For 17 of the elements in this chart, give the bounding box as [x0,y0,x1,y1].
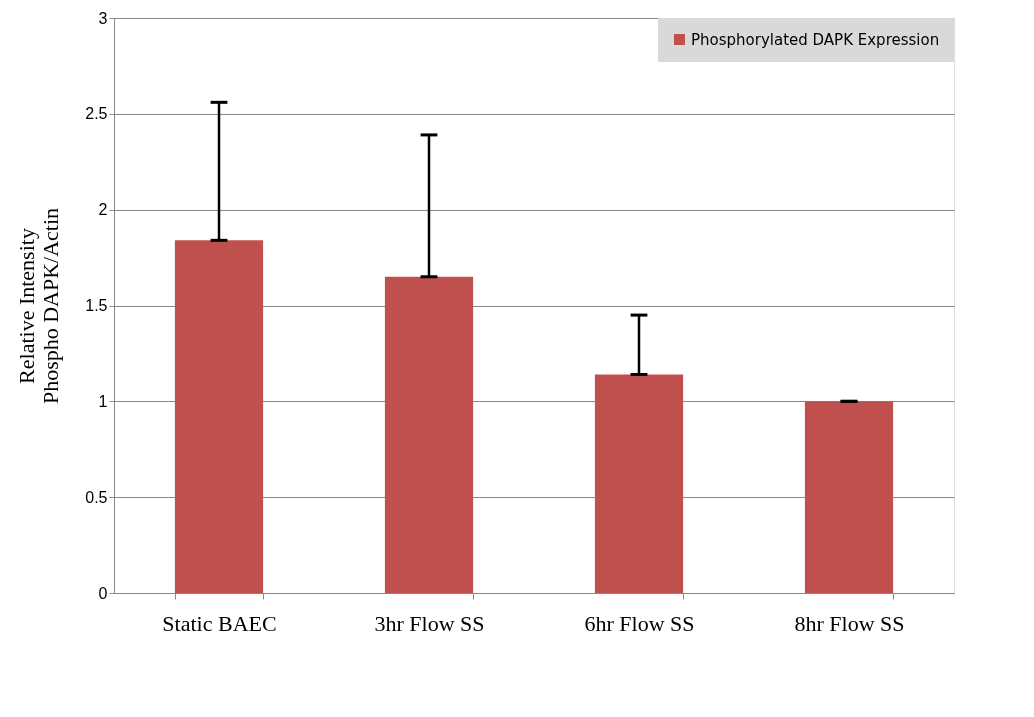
y-tick-label: 2.5 [85,105,108,123]
x-tick-label: 8hr Flow SS [794,610,905,636]
bar [594,374,684,593]
y-tick-label: 2 [98,201,108,219]
y-tick-label: 1 [98,392,108,410]
legend-label: Phosphorylated DAPK Expression [691,30,940,49]
y-tick-label: 1.5 [85,297,108,314]
bar [384,276,474,593]
x-tick-label: 3hr Flow SS [374,610,485,636]
x-tick-label: Static BAEC [162,610,277,636]
x-tick-label: 6hr Flow SS [584,610,695,636]
y-tick-label: 3 [98,9,108,27]
y-tick-label: 0 [98,584,108,602]
y-tick-label: 0.5 [85,488,108,506]
bar [174,240,264,593]
y-axis-title: Relative Intensity Phospho DAPK/Actin [14,207,64,405]
bar [804,401,894,593]
